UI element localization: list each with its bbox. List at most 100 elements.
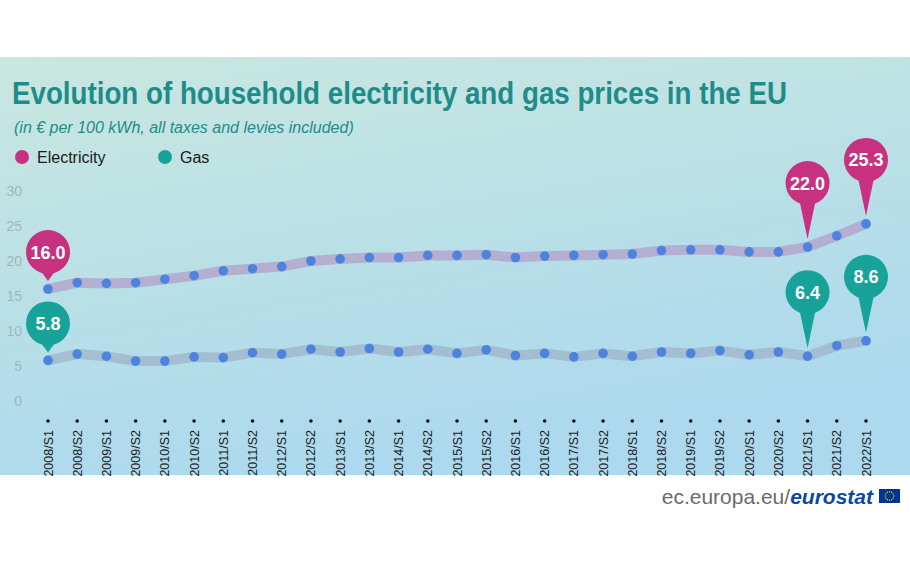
callout-pointer — [800, 310, 816, 348]
data-point — [72, 349, 82, 359]
data-point — [569, 251, 579, 261]
x-tick-label: 2014/S2 — [421, 430, 435, 477]
x-tick-label: 2020/S1 — [743, 430, 757, 477]
data-point — [394, 253, 404, 263]
data-point — [657, 246, 667, 256]
data-point — [43, 356, 53, 366]
source-brand: eurostat — [790, 485, 874, 508]
x-tick-label: 2017/S1 — [567, 430, 581, 477]
legend-label: Electricity — [37, 149, 105, 166]
x-tick-label: 2016/S1 — [509, 430, 523, 477]
data-point — [306, 344, 316, 354]
data-point — [481, 250, 491, 260]
data-point — [511, 351, 521, 361]
x-tick-label: 2016/S2 — [538, 430, 552, 477]
y-tick-label: 30 — [6, 183, 22, 199]
data-point — [744, 247, 754, 257]
eu-flag-star — [891, 492, 892, 493]
data-point — [102, 279, 112, 289]
x-tick — [134, 419, 138, 423]
x-tick — [338, 419, 342, 423]
x-tick-label: 2014/S1 — [392, 430, 406, 477]
x-tick-label: 2010/S1 — [158, 430, 172, 477]
data-point — [160, 274, 170, 284]
x-tick — [280, 419, 284, 423]
data-point — [774, 347, 784, 357]
title: Evolution of household electricity and g… — [12, 76, 787, 111]
x-tick — [777, 419, 781, 423]
eu-flag-star — [885, 493, 886, 494]
data-label: 5.8 — [35, 314, 60, 334]
y-tick-label: 20 — [6, 253, 22, 269]
data-point — [189, 352, 199, 362]
data-point — [598, 250, 608, 260]
x-tick — [660, 419, 664, 423]
x-tick — [601, 419, 605, 423]
data-label: 22.0 — [790, 174, 825, 194]
x-tick-label: 2008/S2 — [71, 430, 85, 477]
callout-pointer — [858, 178, 874, 216]
x-tick-label: 2013/S1 — [334, 430, 348, 477]
callout-pointer — [858, 295, 874, 333]
data-point — [335, 347, 345, 357]
data-point — [131, 278, 141, 288]
x-tick — [251, 419, 255, 423]
x-tick — [309, 419, 313, 423]
data-point — [686, 349, 696, 359]
x-tick — [572, 419, 576, 423]
data-point — [189, 271, 199, 281]
source-domain: ec.europa.eu/ — [662, 485, 791, 508]
data-point — [803, 242, 813, 252]
data-point — [481, 345, 491, 355]
data-point — [72, 278, 82, 288]
legend-label: Gas — [180, 149, 209, 166]
x-tick — [426, 419, 430, 423]
x-tick-label: 2019/S2 — [713, 430, 727, 477]
data-label: 16.0 — [30, 243, 65, 263]
x-tick-label: 2017/S2 — [597, 430, 611, 477]
callout — [786, 270, 830, 314]
x-tick-label: 2008/S1 — [42, 430, 56, 477]
eu-flag-star — [885, 495, 886, 496]
y-tick-label: 25 — [6, 218, 22, 234]
data-point — [160, 356, 170, 366]
callout-pointer — [800, 201, 816, 239]
data-point — [715, 245, 725, 255]
eu-flag-star — [893, 493, 894, 494]
x-tick — [397, 419, 401, 423]
x-tick-label: 2018/S1 — [626, 430, 640, 477]
data-point — [394, 347, 404, 357]
data-point — [744, 350, 754, 360]
data-point — [277, 349, 287, 359]
data-point — [540, 349, 550, 359]
x-tick-label: 2021/S2 — [830, 430, 844, 477]
x-tick-label: 2010/S2 — [188, 430, 202, 477]
subtitle: (in € per 100 kWh, all taxes and levies … — [14, 119, 354, 136]
y-tick-label: 5 — [14, 358, 22, 374]
data-point — [832, 231, 842, 241]
data-point — [102, 351, 112, 361]
data-point — [452, 349, 462, 359]
data-point — [598, 349, 608, 359]
panel-background — [0, 57, 910, 475]
x-tick — [192, 419, 196, 423]
data-point — [861, 336, 871, 346]
data-point — [423, 251, 433, 261]
eu-flag-star — [885, 497, 886, 498]
x-tick — [689, 419, 693, 423]
callout — [844, 138, 888, 182]
data-point — [803, 351, 813, 361]
source: ec.europa.eu/eurostat — [662, 485, 874, 508]
data-point — [423, 344, 433, 354]
eu-flag-star — [893, 497, 894, 498]
legend-swatch — [158, 150, 172, 164]
legend-swatch — [15, 150, 29, 164]
x-tick-label: 2011/S1 — [217, 430, 231, 476]
x-tick — [368, 419, 372, 423]
x-tick — [543, 419, 547, 423]
series-line — [48, 341, 866, 361]
callout — [26, 230, 70, 274]
data-point — [248, 348, 258, 358]
callout — [26, 301, 70, 345]
eu-flag-star — [889, 491, 890, 492]
